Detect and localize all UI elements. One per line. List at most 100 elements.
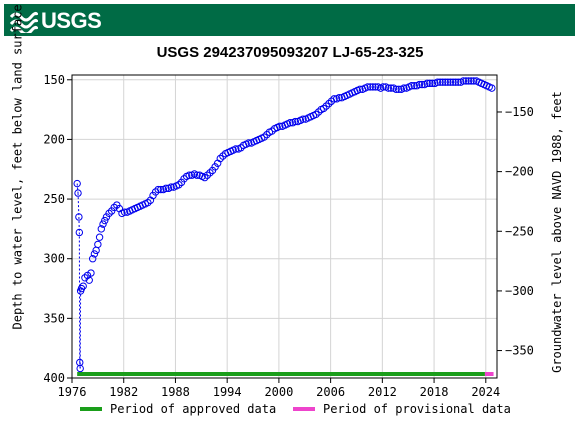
legend-approved-label: Period of approved data [110, 402, 277, 416]
data-point [232, 145, 240, 153]
data-point [438, 78, 447, 86]
x-tick-label: 1976 [58, 385, 87, 399]
y-left-tick-label: 200 [43, 132, 65, 146]
data-point [263, 130, 271, 139]
data-point [426, 79, 434, 88]
data-point [144, 198, 152, 207]
data-point [384, 84, 393, 92]
y-right-tick-label: −200 [505, 165, 534, 179]
data-point [286, 119, 294, 127]
usgs-wave-icon [10, 11, 38, 33]
legend-provisional: Period of provisional data [293, 402, 511, 416]
data-point [436, 78, 444, 86]
x-tick-label: 2006 [316, 385, 345, 399]
data-point [79, 282, 87, 290]
data-point [120, 208, 129, 216]
data-point [94, 240, 102, 249]
data-point [410, 82, 418, 90]
x-tick-label: 1988 [161, 385, 190, 399]
data-point [180, 175, 188, 183]
series-connector [80, 288, 82, 292]
data-point [206, 169, 214, 177]
data-point [157, 185, 165, 194]
data-point [335, 93, 343, 102]
x-tick-label: 1994 [213, 385, 242, 399]
data-point [201, 173, 209, 182]
data-point [454, 78, 462, 86]
y-axis-left-label: Depth to water level, feet below land su… [11, 4, 25, 329]
data-point [449, 78, 457, 86]
data-point [330, 95, 338, 103]
data-point [363, 83, 372, 91]
data-point [95, 233, 104, 241]
data-point [87, 269, 95, 277]
data-point [154, 185, 162, 194]
data-point [90, 250, 99, 258]
data-point [356, 85, 364, 94]
legend-approved-swatch [80, 407, 102, 411]
x-tick-label: 2000 [264, 385, 293, 399]
data-point [245, 139, 253, 147]
data-point [379, 83, 387, 91]
data-point [216, 154, 224, 163]
data-point [488, 84, 496, 92]
data-point [299, 115, 307, 123]
y-right-tick-label: −350 [505, 344, 534, 358]
data-point [162, 184, 170, 193]
data-point [167, 183, 175, 191]
data-point [366, 83, 374, 91]
data-point [312, 110, 320, 119]
data-point [441, 78, 449, 86]
data-point [325, 99, 333, 108]
data-point [99, 220, 107, 228]
data-point [73, 179, 81, 188]
chart-title: USGS 294237095093207 LJ-65-23-325 [156, 44, 424, 61]
data-point [203, 171, 212, 179]
data-point [97, 225, 106, 233]
data-point [75, 213, 83, 221]
data-point [371, 83, 380, 91]
y-left-tick-label: 300 [43, 252, 65, 266]
data-point [464, 77, 473, 85]
y-left-tick-label: 400 [43, 371, 65, 385]
y-axis-left-label-text: Depth to water level, feet below land su… [10, 4, 25, 330]
data-point [291, 117, 299, 126]
y-left-tick-label: 250 [43, 192, 65, 206]
y-right-tick-label: −150 [505, 105, 534, 119]
data-point [467, 77, 475, 85]
data-point [462, 77, 470, 85]
data-point [77, 284, 86, 293]
x-tick-label: 1982 [109, 385, 138, 399]
data-point [407, 82, 416, 90]
data-point [101, 216, 109, 225]
x-tick-label: 2018 [420, 385, 449, 399]
x-tick-label: 2024 [471, 385, 500, 399]
legend-approved: Period of approved data [80, 402, 276, 416]
plot-frame [71, 74, 498, 379]
data-point [322, 102, 331, 110]
usgs-logo-text: USGS [41, 8, 102, 33]
data-point [185, 171, 193, 179]
x-tick-label: 2012 [368, 385, 397, 399]
approval-period-bar [484, 372, 494, 376]
data-point [369, 83, 377, 91]
data-point [400, 84, 408, 92]
data-point [444, 78, 452, 86]
usgs-header-bar: USGS [4, 4, 575, 36]
data-point [392, 85, 400, 94]
data-point [81, 274, 89, 282]
legend-provisional-label: Period of provisional data [323, 402, 511, 416]
legend-provisional-swatch [293, 407, 315, 411]
data-point [260, 133, 268, 141]
data-point [193, 171, 201, 179]
data-point [314, 108, 323, 116]
data-point [76, 364, 84, 373]
data-point [88, 255, 97, 263]
data-point [423, 79, 431, 88]
data-point [219, 152, 227, 160]
y-right-tick-label: −300 [505, 284, 534, 298]
data-point [433, 78, 442, 86]
y-axis-right-label-text: Groundwater level above NAVD 1988, feet [550, 91, 564, 373]
data-point [237, 144, 245, 152]
